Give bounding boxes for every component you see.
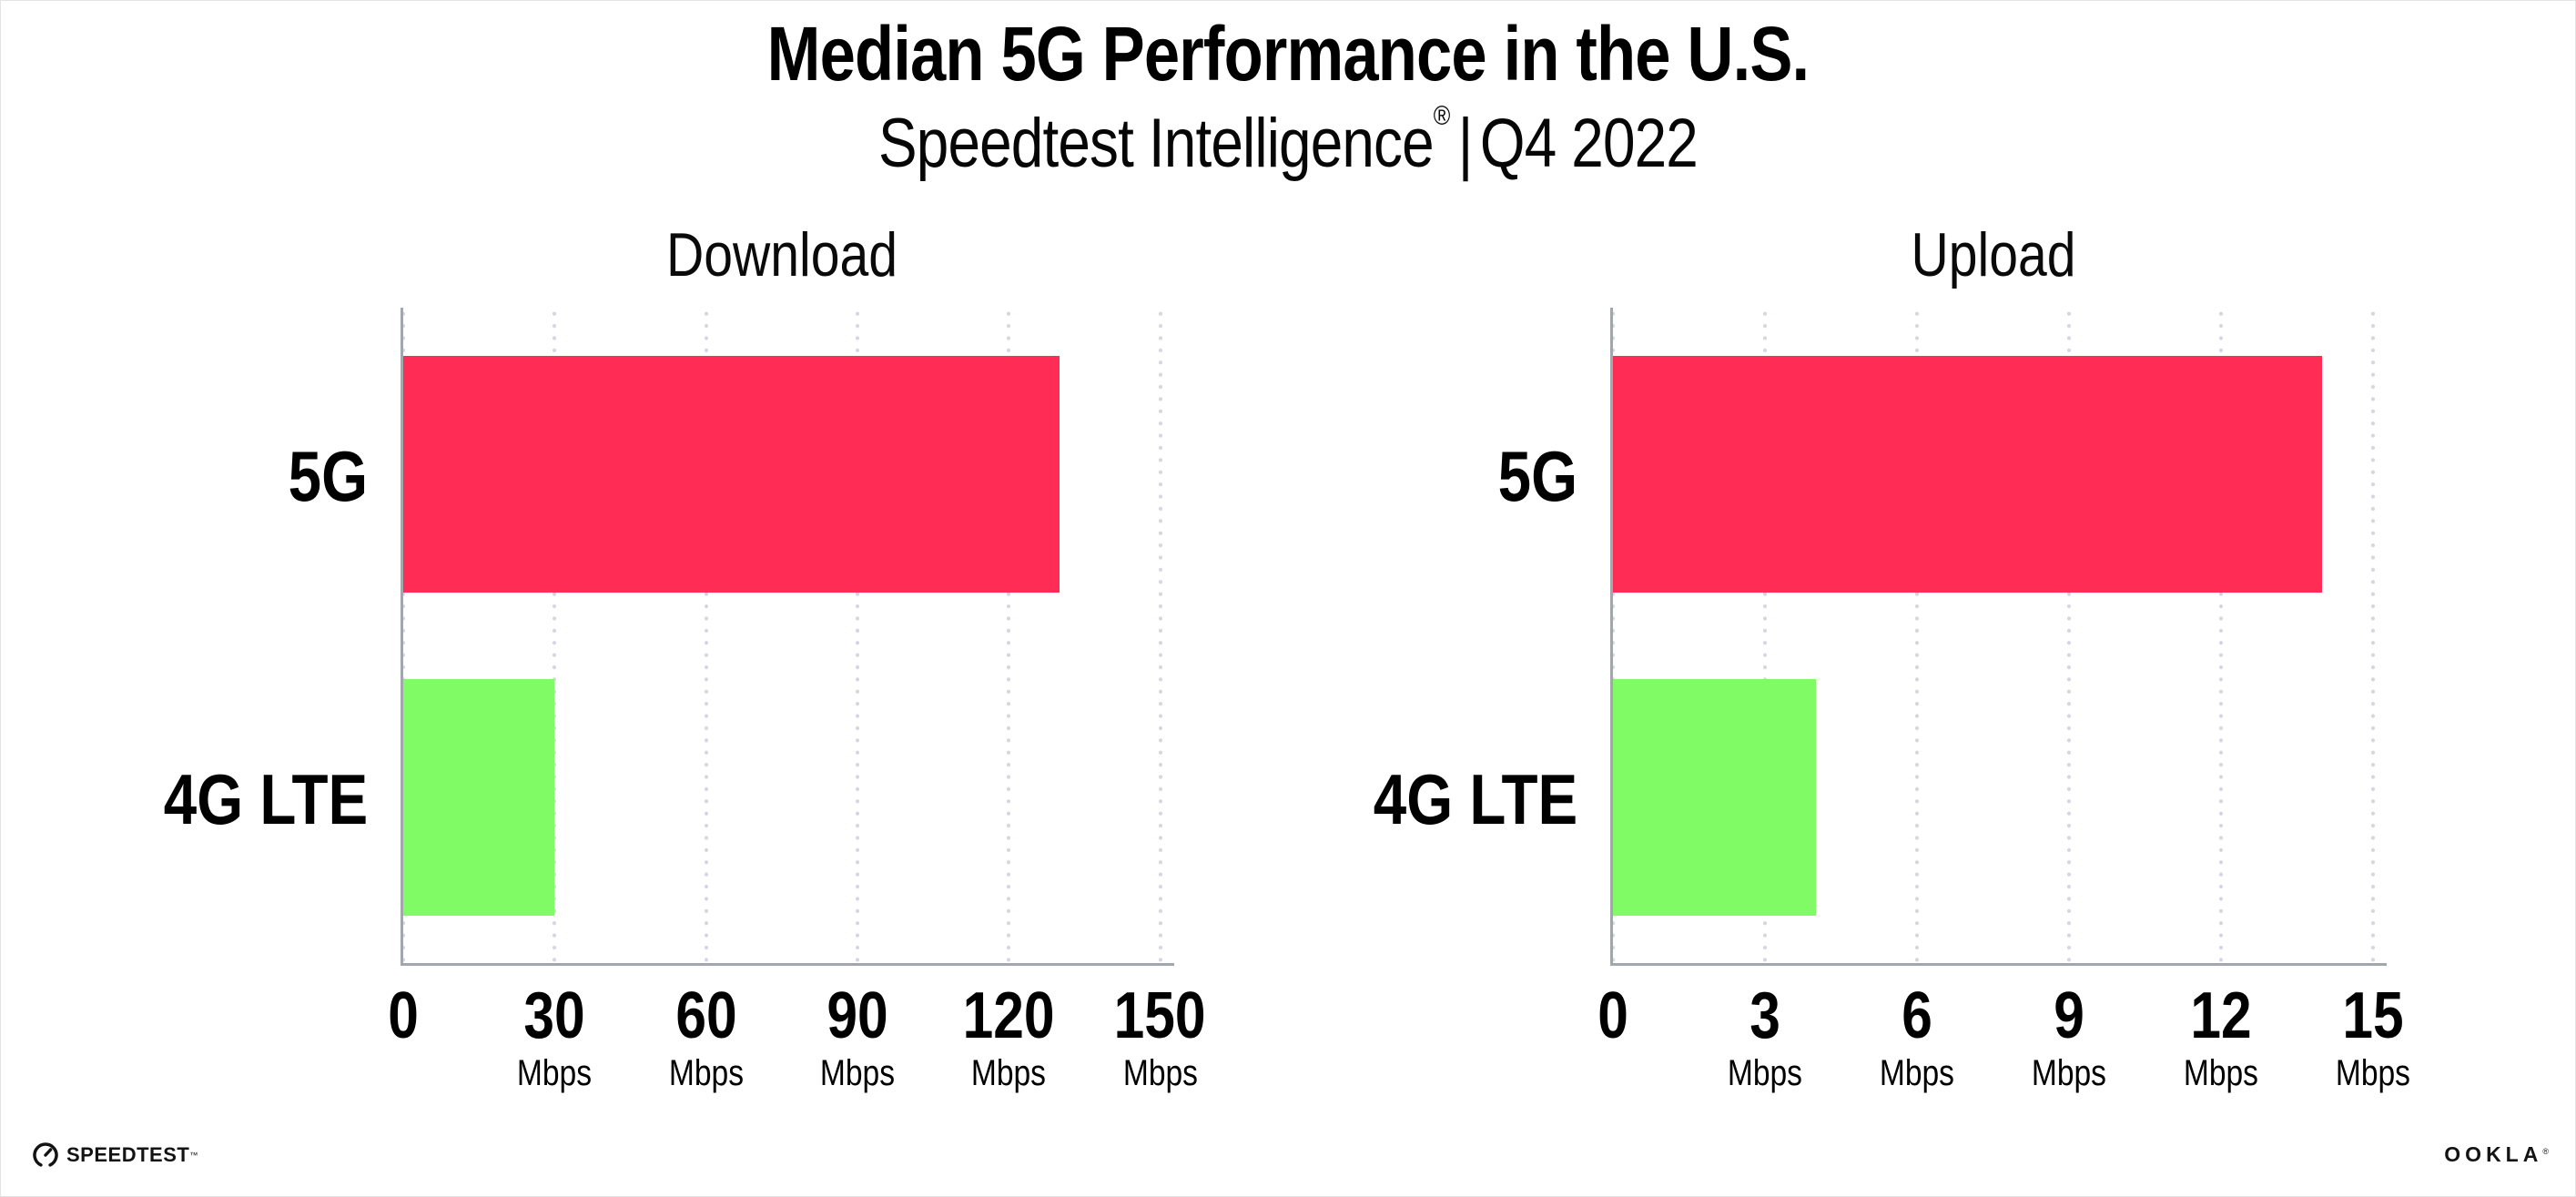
x-tick-unit: Mbps [2183, 1053, 2259, 1093]
gridline-0 [401, 308, 405, 966]
gridline-3 [1763, 308, 1767, 966]
x-tick-value: 15 [2342, 979, 2404, 1052]
x-tick-6: 6 Mbps [1840, 982, 1994, 1092]
speedtest-tm-mark: ™ [189, 1151, 198, 1160]
download-plot-area: 5G 4G LTE 0 30 Mbps 60 Mbps 90 Mbps 120 Mbps 150 Mb… [164, 308, 1206, 1092]
gridline-30 [553, 308, 557, 966]
x-tick-120: 120 Mbps [931, 982, 1086, 1092]
category-label-5g: 5G [1497, 436, 1577, 516]
x-tick-unit: Mbps [971, 1053, 1047, 1093]
category-label-4g-lte: 4G LTE [163, 759, 368, 839]
upload-chart-title: Upload [1910, 220, 2076, 289]
subtitle-brand: Speedtest Intelligence [878, 105, 1435, 182]
bar-4g-lte [1613, 679, 1816, 916]
x-tick-unit: Mbps [2335, 1053, 2411, 1093]
x-tick-3: 3 Mbps [1688, 982, 1842, 1092]
gridline-150 [1158, 308, 1162, 966]
x-tick-value: 120 [962, 979, 1055, 1052]
bar-4g-lte [403, 679, 555, 916]
x-tick-12: 12 Mbps [2144, 982, 2298, 1092]
x-tick-0: 0 [1536, 982, 1690, 1050]
x-tick-value: 30 [523, 979, 585, 1052]
bar-5g [1613, 356, 2323, 593]
x-axis-line [1610, 963, 2387, 966]
x-tick-unit: Mbps [668, 1053, 744, 1093]
x-tick-90: 90 Mbps [780, 982, 935, 1092]
x-tick-9: 9 Mbps [1992, 982, 2146, 1092]
bar-5g [403, 356, 1060, 593]
x-tick-0: 0 [326, 982, 481, 1050]
registered-mark: ® [1433, 101, 1451, 131]
x-tick-value: 60 [674, 979, 737, 1052]
speedtest-gauge-icon [33, 1142, 58, 1167]
x-axis-line [401, 963, 1174, 966]
gridline-15 [2371, 308, 2375, 966]
gridline-90 [855, 308, 859, 966]
x-tick-value: 12 [2190, 979, 2252, 1052]
subtitle-period: Q4 2022 [1479, 105, 1699, 182]
gridline-6 [1915, 308, 1919, 966]
x-tick-15: 15 Mbps [2296, 982, 2450, 1092]
y-axis-line [1610, 308, 1613, 966]
x-tick-value: 0 [388, 979, 419, 1052]
x-tick-unit: Mbps [517, 1053, 593, 1093]
x-tick-value: 9 [2054, 979, 2084, 1052]
ookla-registered-mark: ® [2542, 1147, 2549, 1156]
x-tick-value: 90 [827, 979, 888, 1052]
x-tick-unit: Mbps [1122, 1053, 1198, 1093]
page-subtitle: Speedtest Intelligence® | Q4 2022 [878, 101, 1699, 182]
upload-plot-area: 5G 4G LTE 0 3 Mbps 6 Mbps 9 Mbps 12 Mbps 15 Mbps [1374, 308, 2410, 1092]
x-tick-value: 3 [1749, 979, 1780, 1052]
x-tick-unit: Mbps [1727, 1053, 1803, 1093]
y-axis-line [401, 308, 403, 966]
gridline-9 [2067, 308, 2071, 966]
page-title: Median 5G Performance in the U.S. [766, 11, 1810, 96]
x-tick-unit: Mbps [1879, 1053, 1955, 1093]
x-tick-150: 150 Mbps [1083, 982, 1238, 1092]
x-tick-value: 0 [1597, 979, 1628, 1052]
x-tick-value: 150 [1114, 979, 1206, 1052]
category-label-5g: 5G [288, 436, 368, 516]
gridline-0 [1611, 308, 1615, 966]
gridline-120 [1007, 308, 1011, 966]
x-tick-unit: Mbps [2031, 1053, 2107, 1093]
x-tick-value: 6 [1902, 979, 1932, 1052]
x-tick-30: 30 Mbps [477, 982, 632, 1092]
ookla-wordmark: OOKLA [2444, 1142, 2543, 1166]
x-tick-unit: Mbps [819, 1053, 895, 1093]
category-label-4g-lte: 4G LTE [1373, 759, 1577, 839]
subtitle-divider: | [1457, 105, 1474, 182]
ookla-logo: OOKLA® [2444, 1142, 2549, 1167]
speedtest-logo: SPEEDTEST ™ [31, 1141, 198, 1170]
x-tick-60: 60 Mbps [629, 982, 784, 1092]
speedtest-wordmark: SPEEDTEST [66, 1143, 190, 1166]
gridline-60 [704, 308, 708, 966]
download-chart-title: Download [665, 220, 898, 289]
gridline-12 [2219, 308, 2223, 966]
